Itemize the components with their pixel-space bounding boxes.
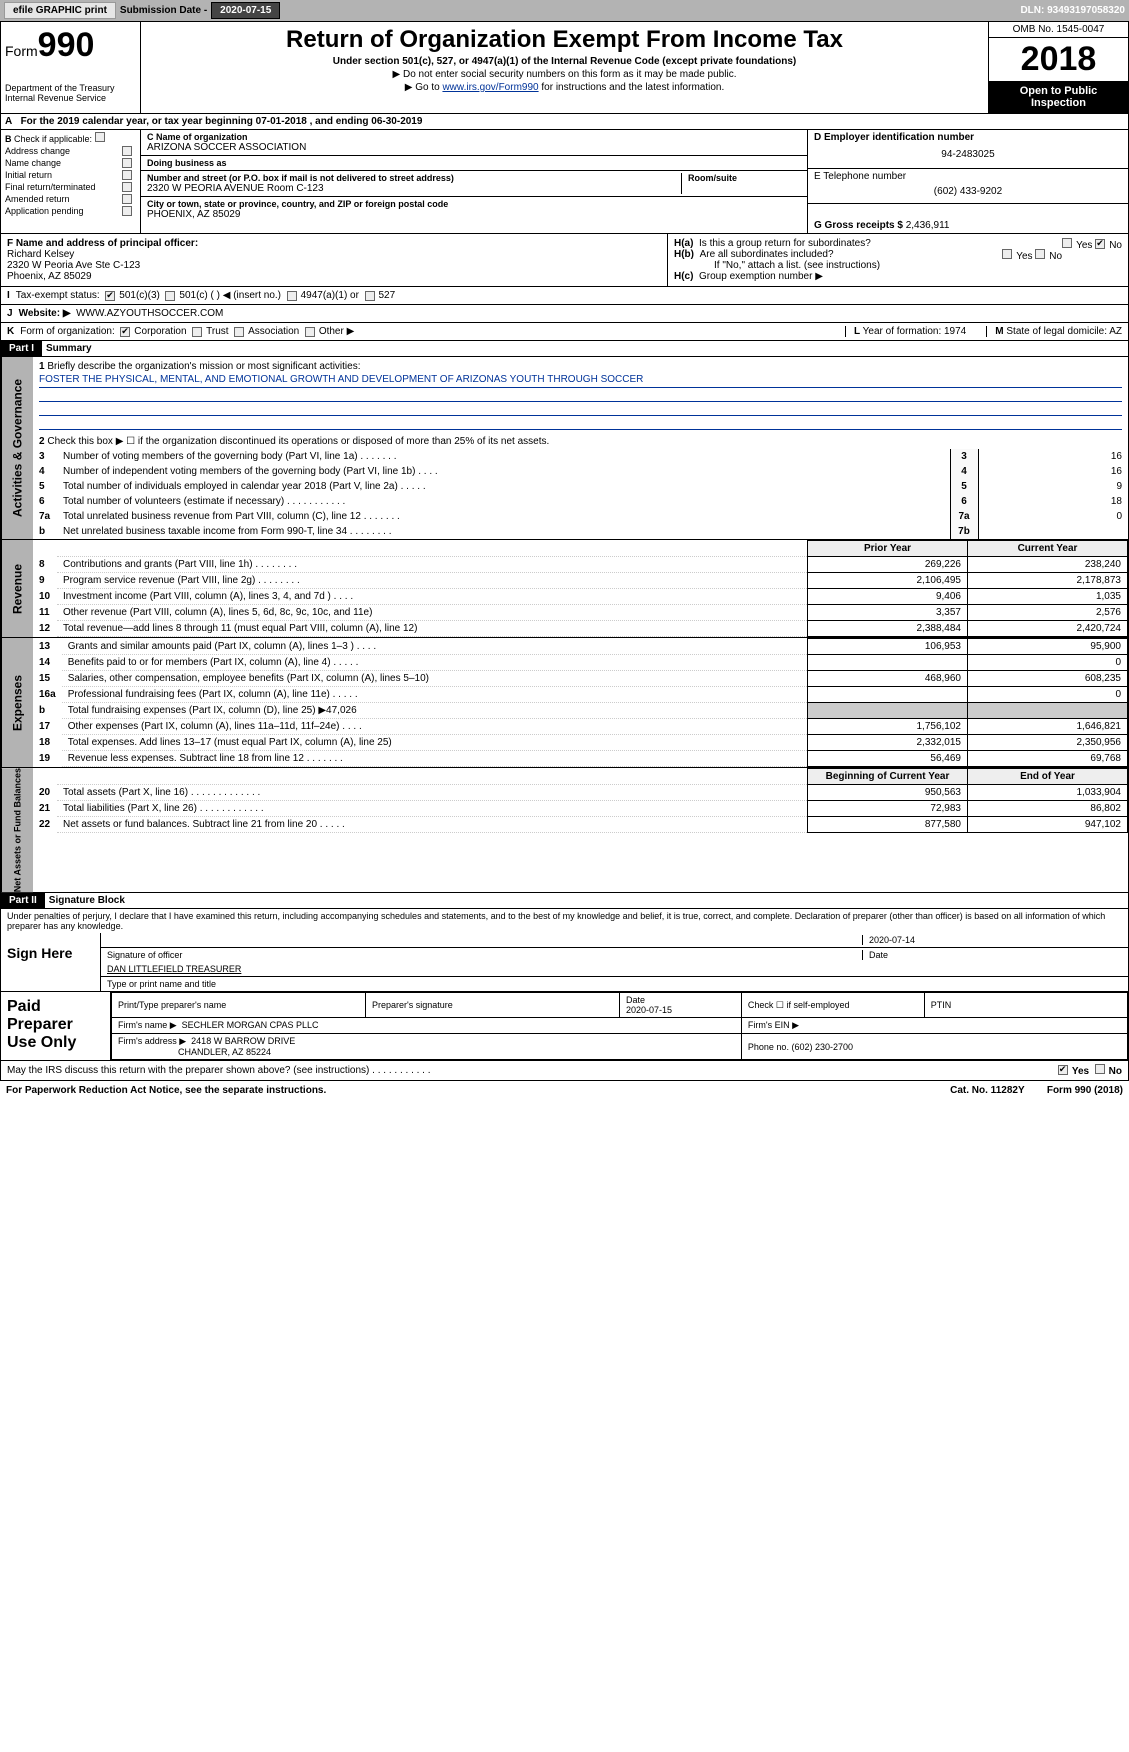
corp-checkbox[interactable] — [120, 327, 130, 337]
status-501c3-checkbox[interactable] — [105, 291, 115, 301]
col-d: D Employer identification number94-24830… — [808, 130, 1128, 233]
gross-receipts: 2,436,911 — [906, 220, 950, 231]
omb-number: OMB No. 1545-0047 — [989, 22, 1128, 38]
topbar: efile GRAPHIC print Submission Date - 20… — [0, 0, 1129, 21]
part1-expenses: Expenses 13Grants and similar amounts pa… — [0, 638, 1129, 768]
row-a: A For the 2019 calendar year, or tax yea… — [0, 114, 1129, 130]
header-grid: B Check if applicable: Address changeNam… — [0, 130, 1129, 234]
efile-button[interactable]: efile GRAPHIC print — [4, 2, 116, 19]
department: Department of the Treasury Internal Reve… — [5, 83, 136, 103]
ha-no-checkbox[interactable] — [1095, 239, 1105, 249]
city: PHOENIX, AZ 85029 — [147, 209, 801, 220]
website-url: WWW.AZYOUTHSOCCER.COM — [76, 308, 223, 319]
form-note-2: ▶ Go to www.irs.gov/Form990 for instruct… — [145, 82, 984, 93]
part1-revenue: Revenue Prior YearCurrent Year 8Contribu… — [0, 540, 1129, 638]
ein: 94-2483025 — [814, 143, 1122, 166]
phone: (602) 433-9202 — [814, 182, 1122, 201]
org-name: ARIZONA SOCCER ASSOCIATION — [147, 142, 801, 153]
mission-text: FOSTER THE PHYSICAL, MENTAL, AND EMOTION… — [39, 372, 1122, 388]
part1-header: Part ISummary — [0, 341, 1129, 357]
discuss-yes-checkbox[interactable] — [1058, 1065, 1068, 1075]
row-k: KForm of organization: Corporation Trust… — [0, 323, 1129, 341]
open-to-public: Open to Public Inspection — [989, 81, 1128, 113]
submission-date-button[interactable]: 2020-07-15 — [211, 2, 280, 19]
street: 2320 W PEORIA AVENUE Room C-123 — [147, 183, 681, 194]
officer-row: F Name and address of principal officer:… — [0, 234, 1129, 287]
tax-year: 2018 — [989, 38, 1128, 81]
col-c: C Name of organizationARIZONA SOCCER ASS… — [141, 130, 808, 233]
form-note-1: ▶ Do not enter social security numbers o… — [145, 69, 984, 80]
signature-block: Under penalties of perjury, I declare th… — [0, 909, 1129, 992]
irs-link[interactable]: www.irs.gov/Form990 — [442, 82, 538, 93]
dln: DLN: 93493197058320 — [1020, 5, 1125, 16]
footer: For Paperwork Reduction Act Notice, see … — [0, 1081, 1129, 1100]
part2-header: Part IISignature Block — [0, 893, 1129, 909]
revenue-table: Prior YearCurrent Year 8Contributions an… — [33, 540, 1128, 637]
governance-table: 3Number of voting members of the governi… — [33, 449, 1128, 539]
row-j: JWebsite: ▶ WWW.AZYOUTHSOCCER.COM — [0, 305, 1129, 323]
row-i: ITax-exempt status: 501(c)(3) 501(c) ( )… — [0, 287, 1129, 305]
paid-preparer: Paid Preparer Use Only Print/Type prepar… — [0, 992, 1129, 1061]
expenses-table: 13Grants and similar amounts paid (Part … — [33, 638, 1128, 767]
form-number: Form990 — [5, 26, 136, 65]
part1-governance: Activities & Governance 1 Briefly descri… — [0, 357, 1129, 540]
form-header: Form990 Department of the Treasury Inter… — [0, 21, 1129, 114]
col-b: B Check if applicable: Address changeNam… — [1, 130, 141, 233]
discuss-row: May the IRS discuss this return with the… — [0, 1061, 1129, 1081]
form-subtitle: Under section 501(c), 527, or 4947(a)(1)… — [145, 56, 984, 67]
submission-label: Submission Date - — [120, 5, 207, 16]
netassets-table: Beginning of Current YearEnd of Year 20T… — [33, 768, 1128, 833]
form-title: Return of Organization Exempt From Incom… — [145, 26, 984, 54]
part1-netassets: Net Assets or Fund Balances Beginning of… — [0, 768, 1129, 893]
